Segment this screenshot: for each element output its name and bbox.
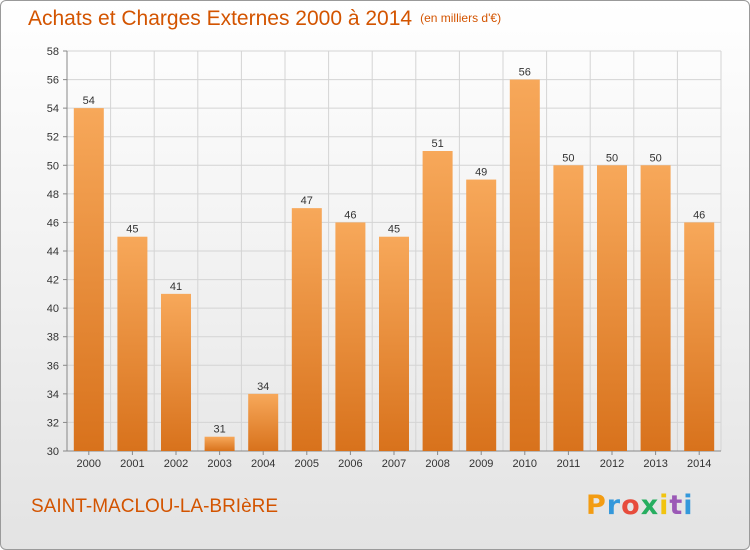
y-tick-label: 56 — [47, 75, 59, 87]
y-tick-label: 34 — [47, 389, 59, 401]
y-tick-label: 38 — [47, 332, 59, 344]
chart-title-text: Achats et Charges Externes 2000 à 2014 — [28, 7, 413, 30]
bar — [161, 293, 191, 451]
data-label: 56 — [519, 67, 531, 79]
logo-letter: i — [659, 490, 670, 521]
bar — [597, 165, 627, 452]
data-label: 54 — [83, 95, 95, 107]
y-tick-label: 30 — [47, 446, 59, 458]
data-label: 47 — [301, 195, 313, 207]
logo-letter: P — [586, 490, 607, 521]
x-tick-label: 2009 — [469, 458, 493, 470]
data-label: 46 — [693, 209, 705, 221]
bar — [204, 436, 235, 451]
data-label: 31 — [213, 424, 225, 436]
data-label: 46 — [344, 209, 356, 221]
x-tick-label: 2000 — [77, 458, 101, 470]
logo-letter: i — [683, 490, 694, 521]
y-tick-label: 42 — [47, 275, 59, 287]
bar — [117, 236, 148, 451]
data-label: 50 — [649, 152, 661, 164]
x-tick-label: 2003 — [207, 458, 231, 470]
bar — [73, 108, 104, 452]
bar — [684, 222, 715, 451]
data-label: 34 — [257, 381, 269, 393]
x-tick-label: 2007 — [382, 458, 406, 470]
x-tick-label: 2002 — [164, 458, 188, 470]
y-tick-label: 58 — [47, 46, 59, 58]
x-tick-label: 2014 — [687, 458, 711, 470]
proxiti-logo: Proxiti — [586, 490, 694, 521]
y-tick-label: 40 — [47, 303, 59, 315]
x-tick-label: 2005 — [295, 458, 319, 470]
data-label: 50 — [562, 152, 574, 164]
bar — [640, 165, 671, 452]
y-tick-label: 46 — [47, 217, 59, 229]
chart-subtitle: (en milliers d'€) — [420, 11, 502, 25]
data-label: 49 — [475, 167, 487, 179]
data-label: 51 — [431, 138, 443, 150]
logo-letter: t — [669, 490, 684, 521]
data-label: 50 — [606, 152, 618, 164]
y-tick-label: 32 — [47, 417, 59, 429]
y-tick-label: 52 — [47, 132, 59, 144]
bar — [335, 222, 366, 451]
x-tick-label: 2004 — [251, 458, 275, 470]
y-tick-label: 50 — [47, 160, 59, 172]
data-label: 41 — [170, 281, 182, 293]
tick-labels: 30 32 34 36 38 40 42 44 46 48 50 52 54 56 58 54 2000 45 20… — [47, 46, 712, 470]
bar — [509, 79, 540, 452]
logo-letter: o — [621, 490, 641, 521]
logo-letter: r — [606, 490, 622, 521]
x-tick-label: 2010 — [513, 458, 537, 470]
y-tick-label: 54 — [47, 103, 59, 115]
logo-letter: x — [640, 490, 660, 521]
data-label: 45 — [126, 224, 138, 236]
x-tick-label: 2008 — [425, 458, 449, 470]
bar — [291, 208, 322, 451]
x-tick-label: 2012 — [600, 458, 624, 470]
bar — [422, 151, 453, 451]
y-tick-label: 48 — [47, 189, 59, 201]
commune-name: SAINT-MACLOU-LA-BRIèRE — [31, 496, 279, 517]
y-tick-label: 44 — [47, 246, 59, 258]
data-label: 45 — [388, 224, 400, 236]
x-tick-label: 2006 — [338, 458, 362, 470]
x-tick-label: 2011 — [557, 458, 581, 470]
bar — [553, 165, 584, 452]
bar — [466, 179, 497, 452]
y-tick-label: 36 — [47, 360, 59, 372]
x-tick-label: 2001 — [120, 458, 144, 470]
bar — [379, 236, 409, 451]
bar — [248, 393, 279, 451]
bars — [73, 79, 715, 452]
chart-title: Achats et Charges Externes 2000 à 2014 (e… — [28, 7, 501, 31]
x-tick-label: 2013 — [643, 458, 667, 470]
